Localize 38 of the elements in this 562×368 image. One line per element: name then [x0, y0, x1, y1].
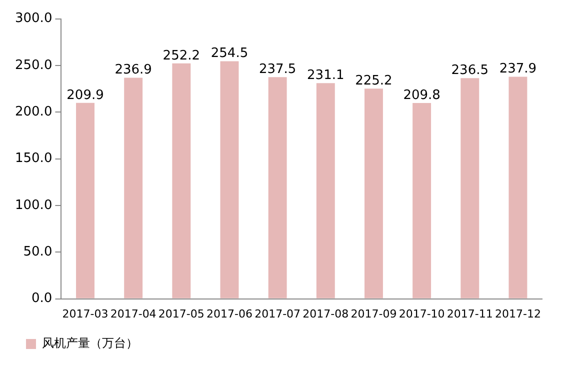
data-label: 254.5 [210, 46, 248, 62]
y-tick-label: 300.0 [15, 11, 52, 26]
data-label: 209.8 [403, 88, 440, 103]
x-tick-label: 2017-04 [110, 307, 156, 320]
bar [172, 63, 191, 298]
bar [412, 102, 432, 298]
x-tick-label: 2017-08 [302, 307, 349, 320]
data-label: 236.9 [114, 62, 152, 78]
x-tick-label: 2017-05 [158, 307, 204, 320]
x-tick-label: 2017-11 [446, 307, 493, 320]
data-label: 236.5 [451, 62, 488, 78]
data-label: 237.9 [499, 62, 537, 77]
y-tick-label: 100.0 [15, 198, 52, 213]
y-tick-label: 0.0 [32, 291, 52, 306]
bar [508, 76, 528, 298]
y-tick-label: 250.0 [15, 58, 52, 73]
data-label: 252.2 [162, 48, 200, 64]
bar [460, 78, 480, 298]
bar [268, 77, 287, 298]
bar [364, 88, 383, 298]
y-tick-label: 150.0 [15, 151, 52, 166]
y-tick-label: 200.0 [15, 104, 52, 120]
data-label: 209.9 [66, 88, 104, 103]
bar [124, 78, 143, 298]
x-tick-label: 2017-07 [254, 307, 301, 320]
x-tick-label: 2017-03 [62, 307, 108, 320]
x-tick-label: 2017-09 [350, 307, 397, 320]
bar [316, 83, 335, 298]
y-tick-label: 50.0 [23, 244, 52, 260]
data-label: 237.5 [258, 62, 296, 78]
x-tick-label: 2017-12 [494, 307, 541, 320]
data-label: 231.1 [307, 68, 344, 83]
bar [220, 61, 239, 298]
bar [76, 102, 94, 298]
x-tick-label: 2017-06 [206, 307, 252, 320]
x-tick-label: 2017-10 [398, 307, 445, 320]
legend-label: 风机产量（万台） [42, 336, 138, 350]
data-label: 225.2 [355, 73, 392, 88]
